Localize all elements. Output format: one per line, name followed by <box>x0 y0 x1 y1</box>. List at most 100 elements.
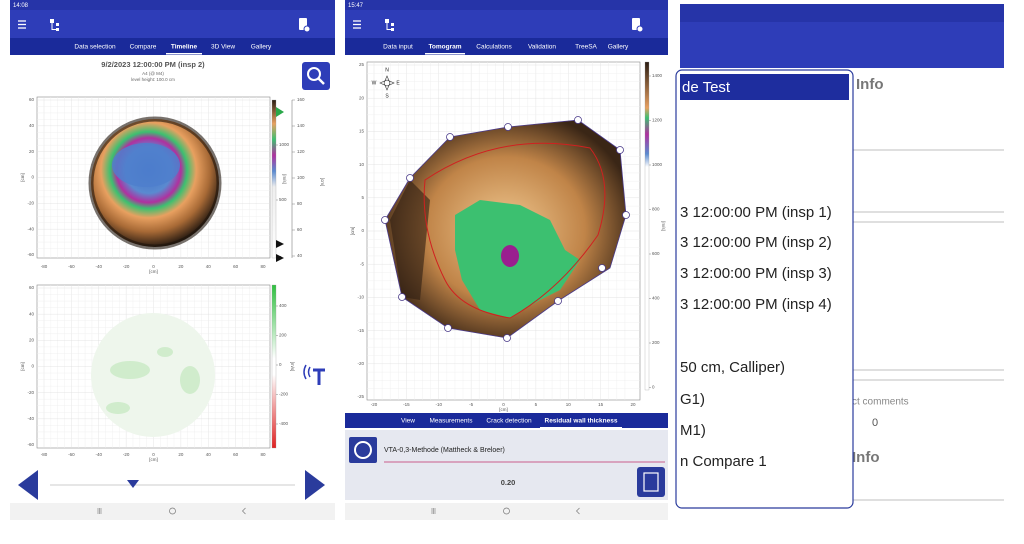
sensor <box>406 174 414 182</box>
tab[interactable]: Compare <box>130 44 157 51</box>
tab[interactable]: Crack detection <box>486 418 532 425</box>
y-tick-label: 40 <box>29 311 35 316</box>
dialog-item[interactable]: M1) <box>680 422 706 439</box>
difference-spot <box>157 347 173 357</box>
x-tick-label: 20 <box>630 402 636 407</box>
colorbar-tick-label: 500 <box>279 197 287 202</box>
tree-icon <box>56 28 59 31</box>
difference-spot <box>110 361 150 379</box>
colorbar-tick-label: -400 <box>279 421 289 426</box>
dialog-item[interactable]: 3 12:00:00 PM (insp 2) <box>680 234 832 251</box>
nav-home[interactable] <box>503 507 510 515</box>
tab[interactable]: Measurements <box>430 418 474 425</box>
dialog-item[interactable]: 3 12:00:00 PM (insp 3) <box>680 265 832 282</box>
calculator-icon <box>643 472 659 492</box>
status-time: 15:47 <box>348 3 364 9</box>
tab[interactable]: Gallery <box>608 44 629 51</box>
y-tick-label: 25 <box>359 62 365 67</box>
x-tick-label: -20 <box>371 402 378 407</box>
y-tick-label: 60 <box>29 285 35 290</box>
zoom-icon <box>307 67 321 81</box>
tab[interactable]: Calculations <box>476 44 512 51</box>
dialog-item[interactable]: 3 12:00:00 PM (insp 4) <box>680 296 832 313</box>
colorbar-tick-label: 1200 <box>652 118 663 123</box>
x-axis-label: [cm] <box>499 407 508 412</box>
nav-back[interactable] <box>242 507 246 515</box>
prev-button[interactable] <box>18 470 38 500</box>
y-tick-label: -40 <box>27 226 34 231</box>
tab-indicator <box>166 53 202 55</box>
x-axis-label: [cm] <box>149 457 158 462</box>
colorbar-tick-label: 0 <box>279 362 282 367</box>
nav-bar <box>10 503 335 520</box>
tab[interactable]: Validation <box>528 44 556 51</box>
tool-icon[interactable] <box>313 368 325 385</box>
tab[interactable]: Data selection <box>74 44 116 51</box>
tab[interactable]: Data input <box>383 44 413 51</box>
tab-indicator <box>425 53 465 55</box>
scale-tick-label: 100 <box>297 175 305 180</box>
nav-home[interactable] <box>169 507 176 515</box>
colorbar-label: [m/s] <box>661 221 666 231</box>
colorbar-tick-label: 0 <box>652 385 655 390</box>
tab[interactable]: View <box>401 418 415 425</box>
y-tick-label: 60 <box>29 97 35 102</box>
y-tick-label: 20 <box>29 149 35 154</box>
y-tick-label: -20 <box>357 361 364 366</box>
y-tick-label: 20 <box>29 338 35 343</box>
dialog-item[interactable]: n Compare 1 <box>680 453 767 470</box>
level-label: level height: 100.0 cm <box>131 77 175 82</box>
method-name[interactable]: VTA-0,3-Methode (Mattheck & Breloer) <box>384 447 505 454</box>
colorbar-tick-label: 1000 <box>652 162 663 167</box>
sensor <box>574 116 582 124</box>
x-axis-label: [cm] <box>149 269 158 274</box>
calculator-button[interactable] <box>637 467 665 497</box>
scale-tick-label: 120 <box>297 149 305 154</box>
zoom-button[interactable] <box>302 62 330 90</box>
tab-indicator <box>540 427 622 429</box>
result-panel <box>345 430 668 500</box>
y-tick-label: -40 <box>27 416 34 421</box>
colorbar-label: [m/s] <box>290 362 295 372</box>
method-icon <box>354 441 372 459</box>
colorbar-tick-label: 200 <box>652 340 660 345</box>
next-button[interactable] <box>305 470 325 500</box>
tab[interactable]: Gallery <box>251 44 272 51</box>
x-tick-label: 0 <box>502 402 505 407</box>
tab[interactable]: Timeline <box>171 44 198 51</box>
scale-tick-label: 60 <box>297 227 303 232</box>
decay-zone <box>501 245 519 267</box>
y-axis-label: [cm] <box>20 173 25 182</box>
scale-tick-label: 140 <box>297 123 305 128</box>
dialog-item[interactable]: 50 cm, Calliper) <box>680 359 785 376</box>
sensor <box>444 324 452 332</box>
y-tick-label: -25 <box>357 394 364 399</box>
tab[interactable]: Residual wall thickness <box>545 418 618 425</box>
y-tick-label: -20 <box>27 201 34 206</box>
x-tick-label: 80 <box>260 264 266 269</box>
timeline-knob[interactable] <box>127 480 139 488</box>
colorbar <box>271 99 277 259</box>
tab[interactable]: TreeSA <box>575 44 597 51</box>
tree-icon <box>50 19 54 23</box>
x-tick-label: -80 <box>41 264 48 269</box>
tab-bar <box>345 38 668 55</box>
nav-back[interactable] <box>576 507 580 515</box>
tomogram-dark <box>390 180 430 300</box>
dialog-item[interactable]: 3 12:00:00 PM (insp 1) <box>680 204 832 221</box>
tab[interactable]: Tomogram <box>428 44 461 51</box>
tab[interactable]: 3D View <box>211 44 235 51</box>
inspection-title: 9/2/2023 12:00:00 PM (insp 2) <box>101 60 205 69</box>
zoom-icon <box>317 77 325 85</box>
y-tick-label: 0 <box>31 175 34 180</box>
y-tick-label: -10 <box>357 295 364 300</box>
sensor-label: A4 (@ M4) <box>142 71 164 76</box>
sensor <box>616 146 624 154</box>
dialog-item[interactable]: G1) <box>680 391 705 408</box>
y-tick-label: 0 <box>31 364 34 369</box>
app-bar <box>10 10 335 38</box>
nav-bar <box>345 503 668 520</box>
x-tick-label: 0 <box>152 452 155 457</box>
y-tick-label: -20 <box>27 390 34 395</box>
colorbar-tick-label: 1000 <box>279 142 290 147</box>
